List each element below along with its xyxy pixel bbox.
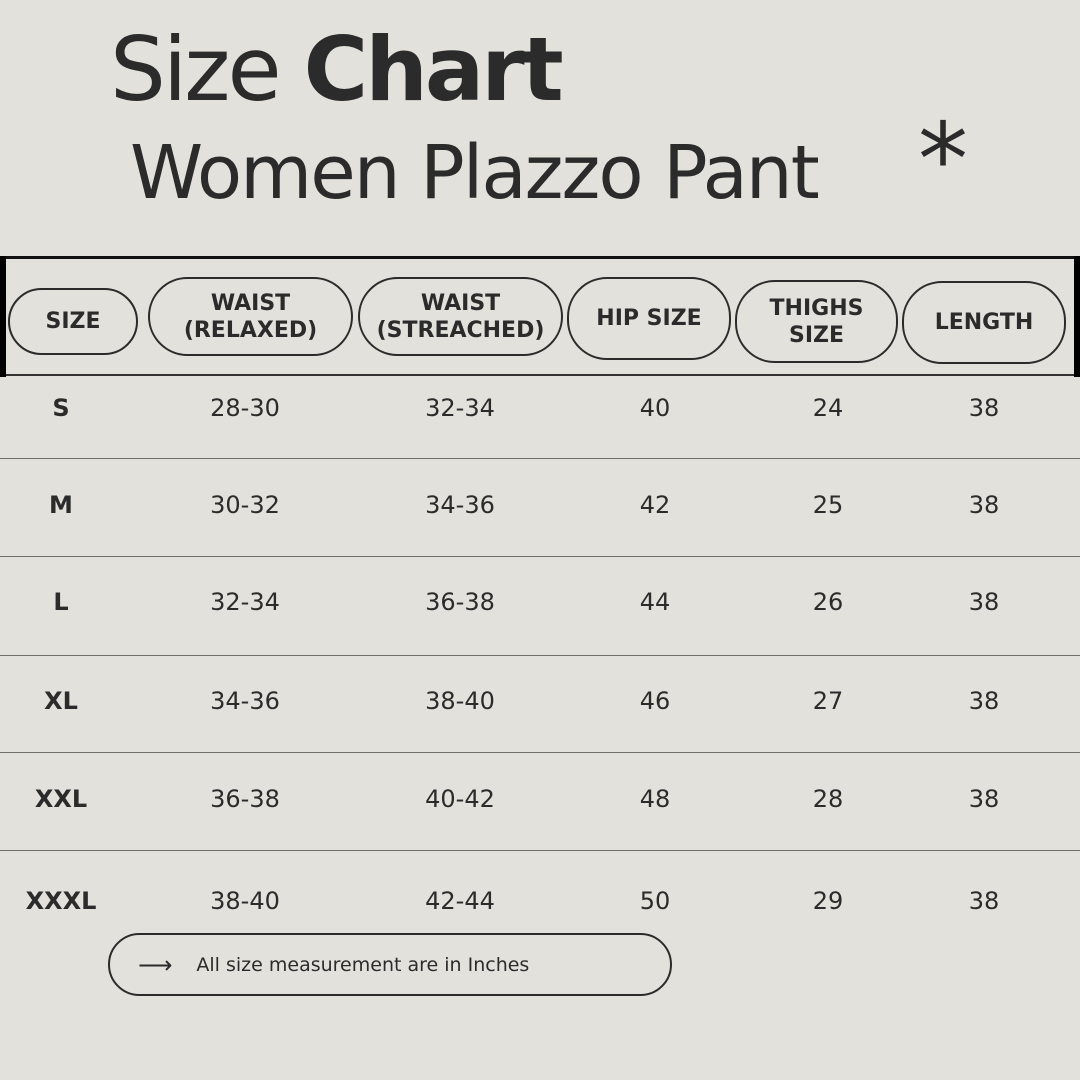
- cell-length: 38: [968, 887, 1000, 915]
- header-left-bar: [0, 256, 6, 377]
- cell-waist-relaxed: 34-36: [210, 687, 280, 715]
- cell-length: 38: [968, 687, 1000, 715]
- row-divider: [0, 850, 1080, 851]
- header-waist-relaxed: WAIST (RELAXED): [148, 277, 353, 356]
- row-divider: [0, 655, 1080, 656]
- cell-size: XL: [44, 687, 78, 715]
- cell-waist-relaxed: 38-40: [210, 887, 280, 915]
- cell-thighs-size: 26: [812, 588, 844, 616]
- cell-length: 38: [968, 394, 1000, 422]
- units-note-text: All size measurement are in Inches: [196, 953, 530, 976]
- cell-length: 38: [968, 491, 1000, 519]
- units-note: ⟶ All size measurement are in Inches: [108, 933, 672, 996]
- cell-size: S: [52, 394, 70, 422]
- arrow-right-icon: ⟶: [138, 950, 173, 979]
- table-header: [0, 256, 1080, 376]
- cell-hip-size: 46: [639, 687, 671, 715]
- cell-waist-relaxed: 28-30: [210, 394, 280, 422]
- cell-waist-relaxed: 36-38: [210, 785, 280, 813]
- header-hip-size: HIP SIZE: [567, 277, 731, 360]
- row-divider: [0, 458, 1080, 459]
- cell-thighs-size: 24: [812, 394, 844, 422]
- cell-waist-stretched: 42-44: [425, 887, 495, 915]
- cell-waist-stretched: 38-40: [425, 687, 495, 715]
- cell-waist-stretched: 34-36: [425, 491, 495, 519]
- cell-hip-size: 44: [639, 588, 671, 616]
- cell-size: XXL: [34, 785, 88, 813]
- cell-hip-size: 40: [639, 394, 671, 422]
- row-divider: [0, 752, 1080, 753]
- header-size: SIZE: [8, 288, 138, 355]
- header-length: LENGTH: [902, 281, 1066, 364]
- cell-thighs-size: 27: [812, 687, 844, 715]
- cell-size: M: [49, 491, 73, 519]
- cell-length: 38: [968, 785, 1000, 813]
- cell-waist-relaxed: 30-32: [210, 491, 280, 519]
- page-title: Size Chart: [110, 18, 564, 121]
- header-right-bar: [1074, 256, 1080, 377]
- cell-waist-stretched: 36-38: [425, 588, 495, 616]
- header-waist-stretched: WAIST (STREACHED): [358, 277, 563, 356]
- title-regular: Size: [110, 18, 282, 121]
- title-bold: Chart: [303, 18, 564, 121]
- cell-hip-size: 48: [639, 785, 671, 813]
- cell-thighs-size: 25: [812, 491, 844, 519]
- cell-thighs-size: 28: [812, 785, 844, 813]
- asterisk-icon: *: [918, 101, 968, 218]
- cell-size: XXXL: [25, 887, 97, 915]
- cell-hip-size: 50: [639, 887, 671, 915]
- cell-waist-relaxed: 32-34: [210, 588, 280, 616]
- cell-length: 38: [968, 588, 1000, 616]
- cell-waist-stretched: 32-34: [425, 394, 495, 422]
- row-divider: [0, 556, 1080, 557]
- page-subtitle: Women Plazzo Pant: [130, 130, 820, 216]
- header-thighs-size: THIGHS SIZE: [735, 280, 898, 363]
- cell-size: L: [53, 588, 69, 616]
- cell-thighs-size: 29: [812, 887, 844, 915]
- cell-waist-stretched: 40-42: [425, 785, 495, 813]
- cell-hip-size: 42: [639, 491, 671, 519]
